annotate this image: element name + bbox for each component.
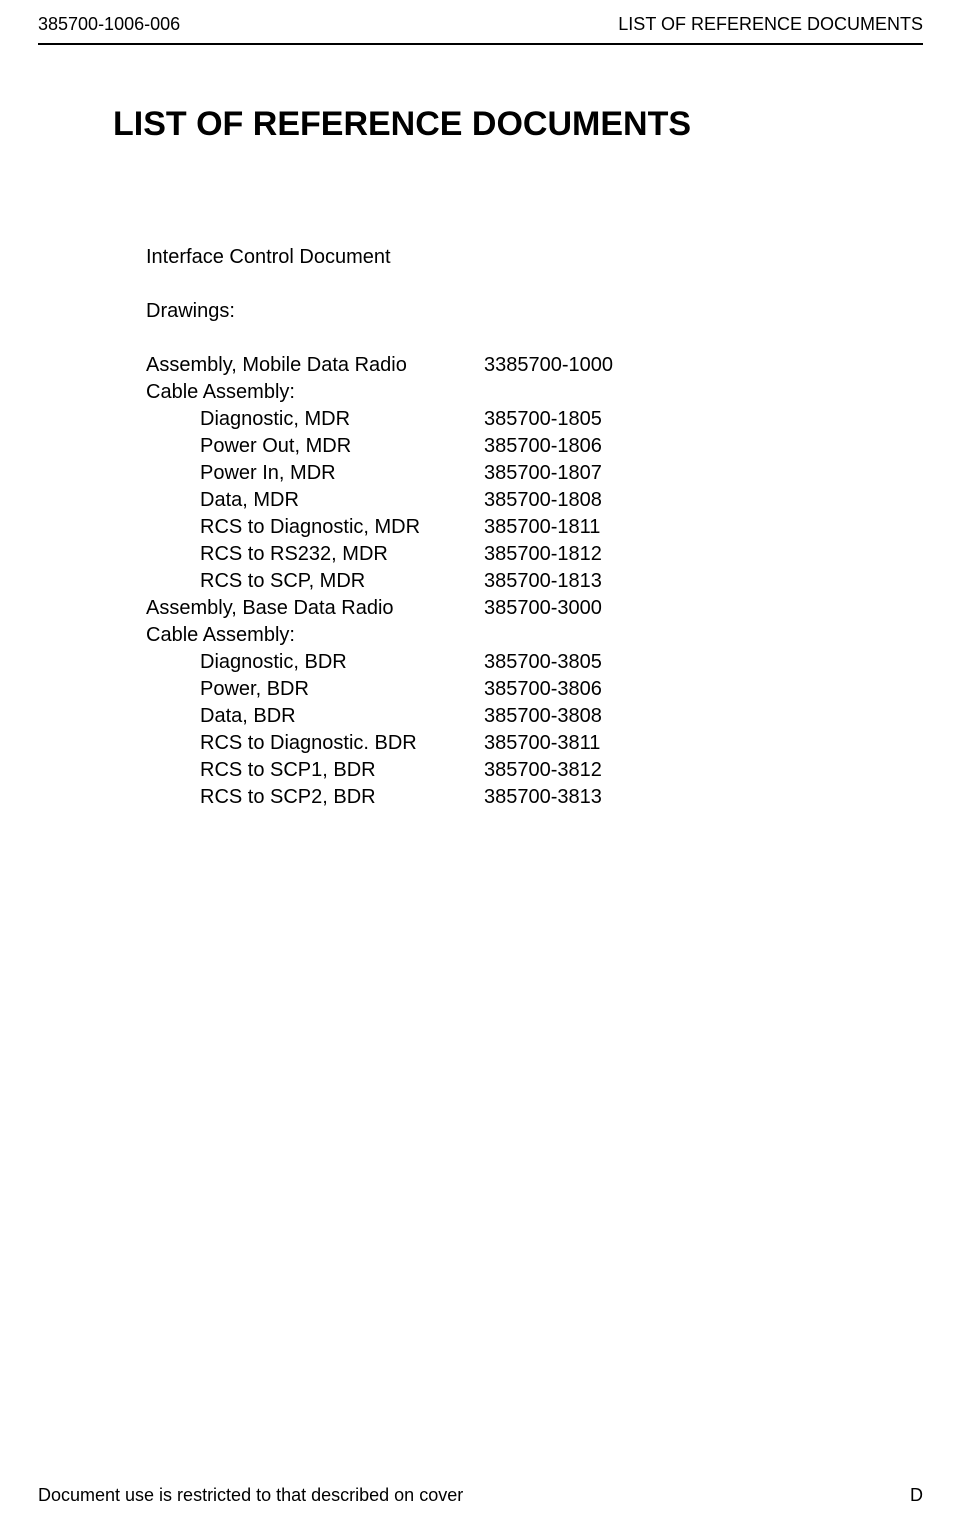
reference-value: 385700-3000 [484, 595, 923, 622]
page-title: LIST OF REFERENCE DOCUMENTS [38, 105, 923, 144]
reference-row: RCS to Diagnostic, MDR385700-1811 [146, 514, 923, 541]
reference-row: RCS to Diagnostic. BDR385700-3811 [146, 730, 923, 757]
reference-label: RCS to SCP, MDR [146, 568, 484, 595]
reference-row: RCS to SCP, MDR385700-1813 [146, 568, 923, 595]
reference-row: Power Out, MDR385700-1806 [146, 433, 923, 460]
reference-label: Power In, MDR [146, 460, 484, 487]
body-content: Interface Control Document Drawings: Ass… [38, 244, 923, 811]
reference-value: 385700-1807 [484, 460, 923, 487]
reference-row: Cable Assembly: [146, 622, 923, 649]
reference-row: Data, BDR385700-3808 [146, 703, 923, 730]
reference-label: Data, BDR [146, 703, 484, 730]
reference-value [484, 379, 923, 406]
reference-value: 385700-1805 [484, 406, 923, 433]
header-doc-number: 385700-1006-006 [38, 14, 180, 35]
drawings-label: Drawings: [146, 298, 923, 325]
footer-page-letter: D [910, 1485, 923, 1506]
reference-label: Cable Assembly: [146, 379, 484, 406]
reference-label: RCS to SCP2, BDR [146, 784, 484, 811]
reference-label: RCS to SCP1, BDR [146, 757, 484, 784]
icd-label: Interface Control Document [146, 244, 923, 271]
reference-row: Assembly, Mobile Data Radio3385700-1000 [146, 352, 923, 379]
page-header: 385700-1006-006 LIST OF REFERENCE DOCUME… [38, 0, 923, 43]
page-content: LIST OF REFERENCE DOCUMENTS Interface Co… [38, 45, 923, 1485]
reference-value: 385700-1808 [484, 487, 923, 514]
reference-label: RCS to RS232, MDR [146, 541, 484, 568]
page-footer: Document use is restricted to that descr… [38, 1485, 923, 1534]
reference-label: Data, MDR [146, 487, 484, 514]
reference-value [484, 622, 923, 649]
reference-row: RCS to SCP1, BDR385700-3812 [146, 757, 923, 784]
reference-value: 385700-1812 [484, 541, 923, 568]
reference-label: RCS to Diagnostic, MDR [146, 514, 484, 541]
reference-row: Diagnostic, MDR385700-1805 [146, 406, 923, 433]
reference-row: Assembly, Base Data Radio385700-3000 [146, 595, 923, 622]
header-section-title: LIST OF REFERENCE DOCUMENTS [618, 14, 923, 35]
reference-label: Cable Assembly: [146, 622, 484, 649]
reference-row: Diagnostic, BDR385700-3805 [146, 649, 923, 676]
reference-value: 385700-3812 [484, 757, 923, 784]
footer-restriction: Document use is restricted to that descr… [38, 1485, 463, 1506]
reference-row: Power In, MDR385700-1807 [146, 460, 923, 487]
reference-label: Power Out, MDR [146, 433, 484, 460]
reference-value: 385700-3805 [484, 649, 923, 676]
reference-value: 385700-1813 [484, 568, 923, 595]
reference-label: Diagnostic, MDR [146, 406, 484, 433]
page-container: 385700-1006-006 LIST OF REFERENCE DOCUME… [0, 0, 961, 1534]
reference-row: Data, MDR385700-1808 [146, 487, 923, 514]
reference-value: 385700-1806 [484, 433, 923, 460]
reference-row: RCS to SCP2, BDR385700-3813 [146, 784, 923, 811]
reference-label: Assembly, Mobile Data Radio [146, 352, 484, 379]
reference-label: Assembly, Base Data Radio [146, 595, 484, 622]
reference-label: Power, BDR [146, 676, 484, 703]
reference-row: Power, BDR385700-3806 [146, 676, 923, 703]
reference-list: Assembly, Mobile Data Radio3385700-1000C… [146, 352, 923, 811]
reference-label: RCS to Diagnostic. BDR [146, 730, 484, 757]
reference-value: 3385700-1000 [484, 352, 923, 379]
reference-value: 385700-3808 [484, 703, 923, 730]
reference-value: 385700-3806 [484, 676, 923, 703]
reference-row: RCS to RS232, MDR385700-1812 [146, 541, 923, 568]
reference-value: 385700-3813 [484, 784, 923, 811]
reference-label: Diagnostic, BDR [146, 649, 484, 676]
reference-value: 385700-3811 [484, 730, 923, 757]
reference-value: 385700-1811 [484, 514, 923, 541]
reference-row: Cable Assembly: [146, 379, 923, 406]
